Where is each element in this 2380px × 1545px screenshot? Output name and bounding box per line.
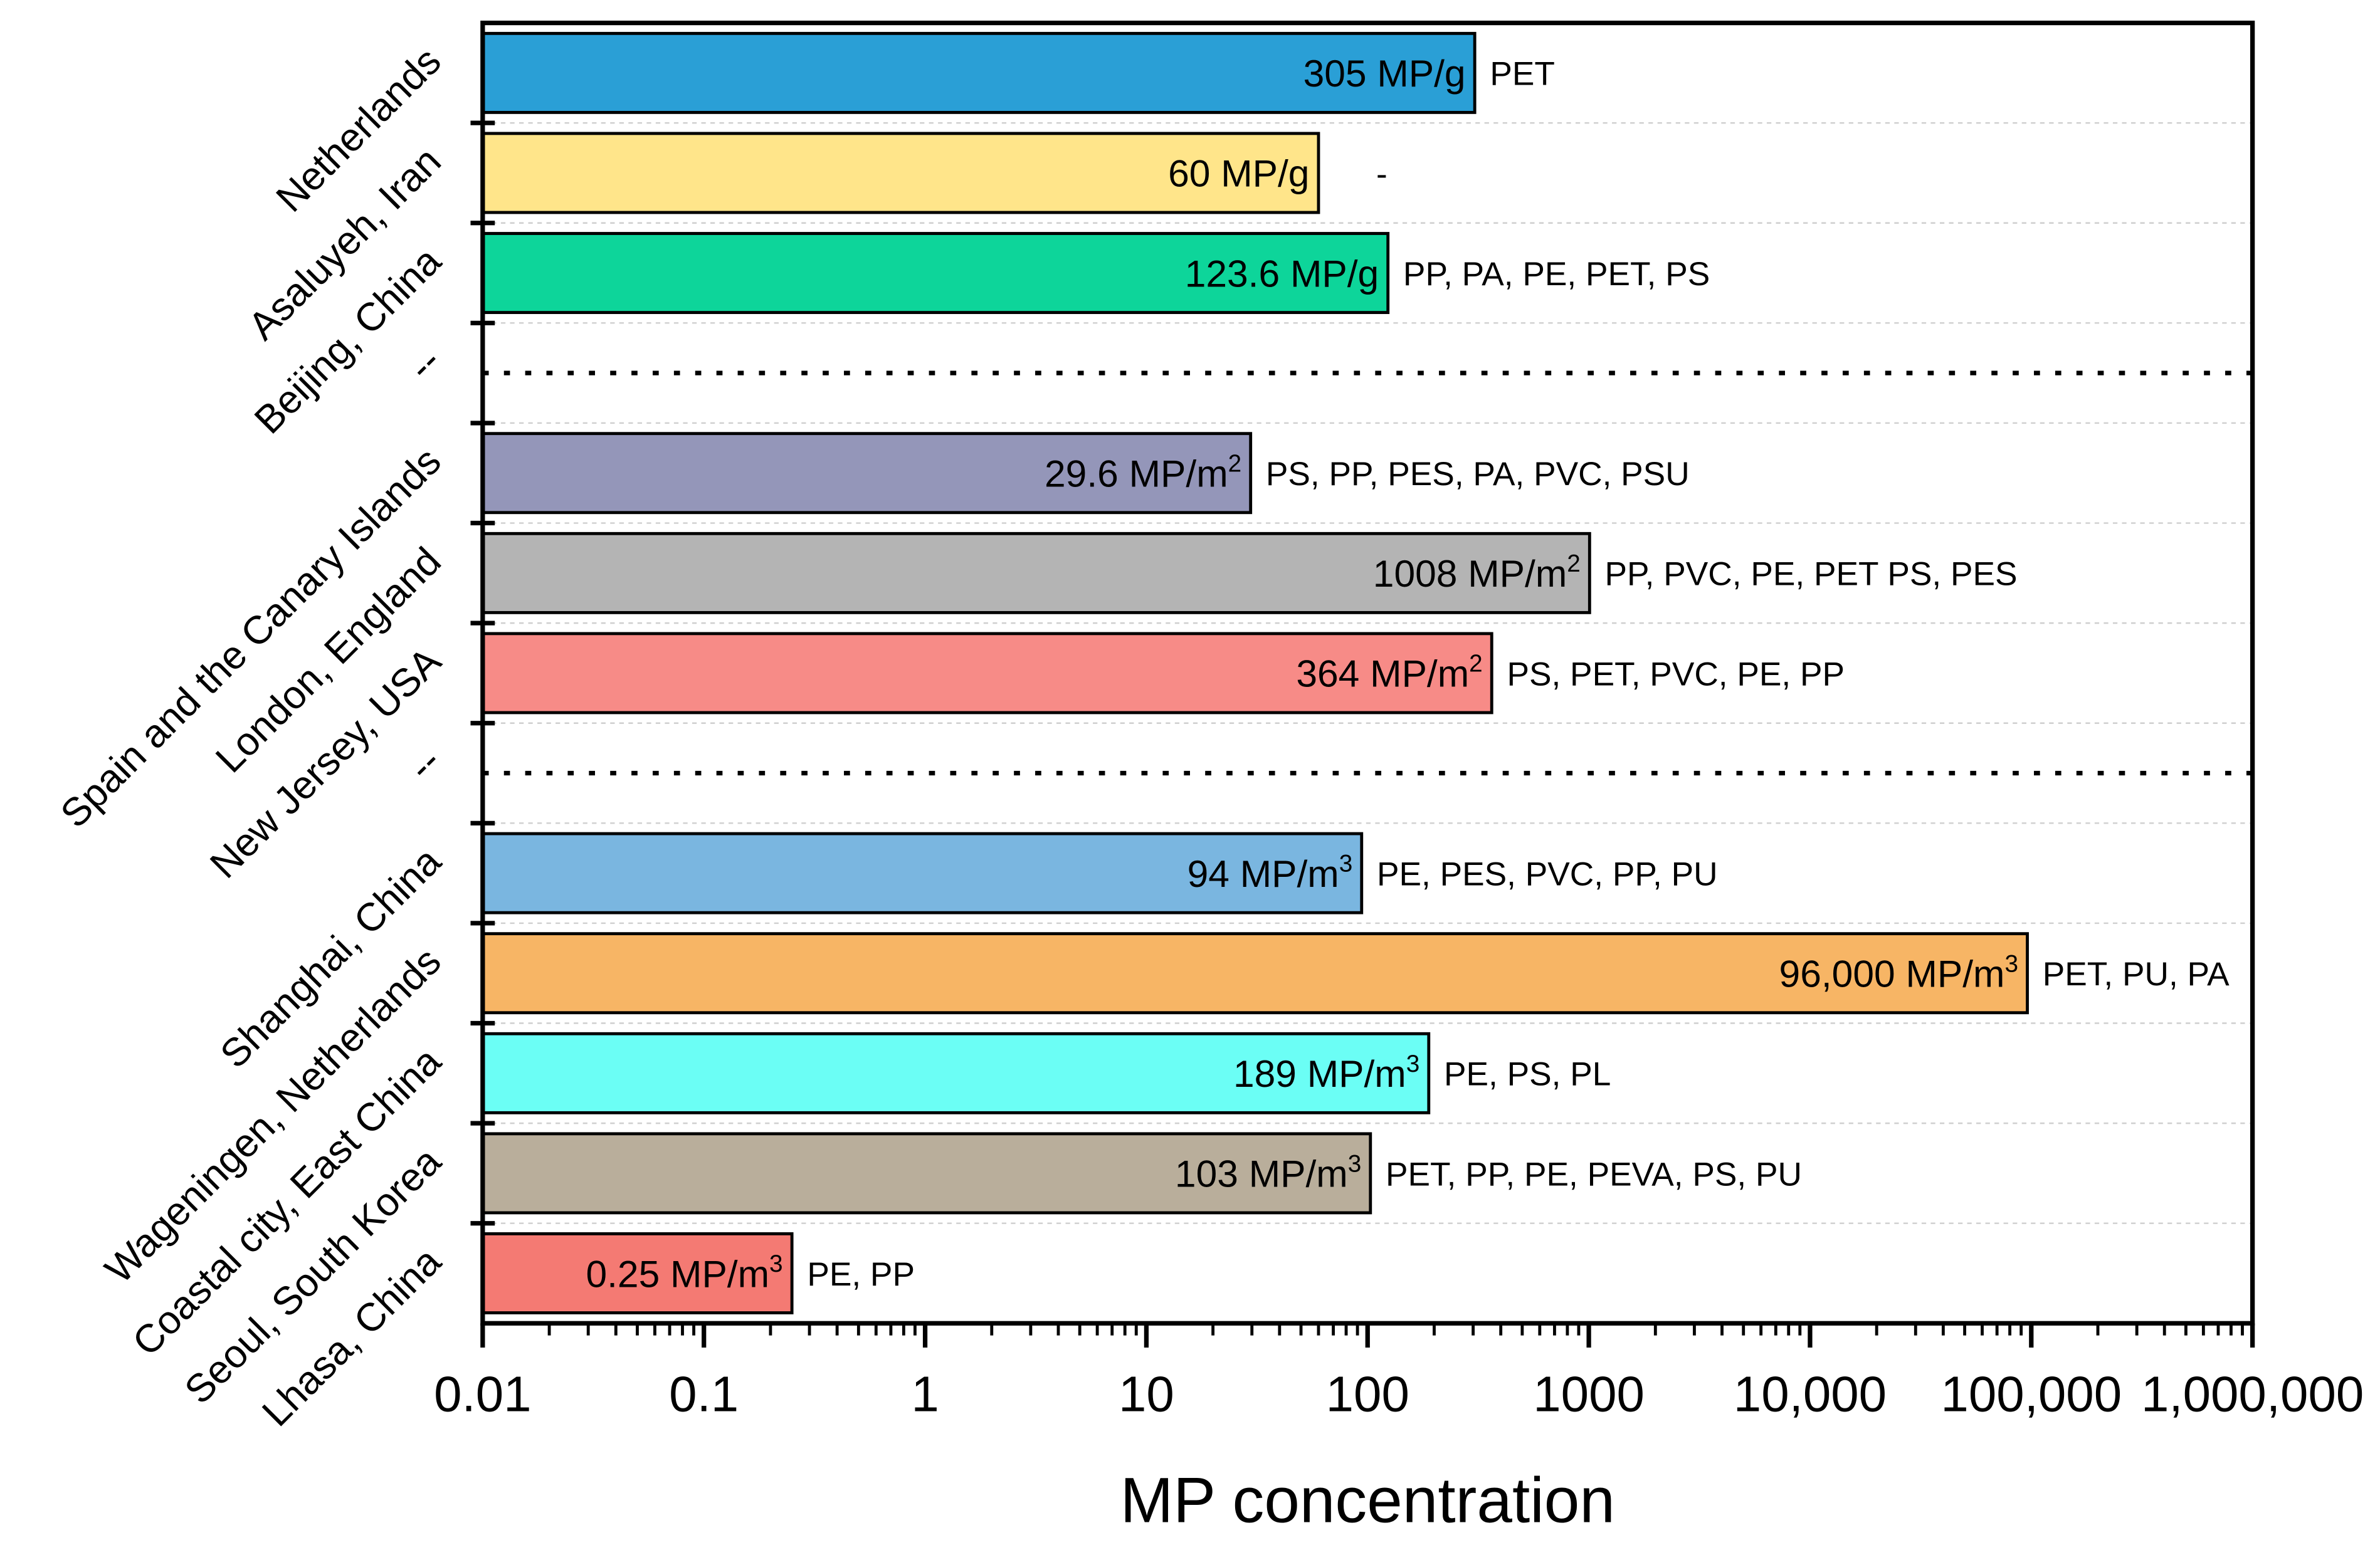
- value-label: 103 MP/m3: [1175, 1150, 1361, 1195]
- bar: [481, 1132, 1372, 1215]
- category-label: --: [400, 339, 450, 389]
- x-tick-label: 0.01: [434, 1366, 531, 1422]
- polymer-label: PE, PP: [807, 1256, 915, 1293]
- polymer-label: PE, PS, PL: [1444, 1056, 1611, 1093]
- value-label: 364 MP/m2: [1296, 651, 1482, 695]
- value-label: 94 MP/m3: [1187, 851, 1353, 895]
- plot-frame: [480, 20, 2255, 1326]
- x-tick-label: 10: [1119, 1366, 1174, 1422]
- value-label: 0.25 MP/m3: [586, 1250, 782, 1295]
- value-label: 60 MP/g: [1168, 152, 1309, 195]
- category-label: Spain and the Canary Islands: [52, 439, 449, 836]
- polymer-label: PS, PET, PVC, PE, PP: [1507, 656, 1845, 693]
- value-label: 1008 MP/m2: [1373, 550, 1581, 595]
- bar: [481, 132, 1320, 214]
- polymer-label: PET, PP, PE, PEVA, PS, PU: [1386, 1156, 1802, 1193]
- bar: [481, 232, 1390, 315]
- polymer-label: PP, PVC, PE, PET PS, PES: [1605, 556, 2018, 593]
- x-tick-label: 10,000: [1734, 1366, 1887, 1422]
- x-tick-label: 1: [911, 1366, 939, 1422]
- bar: [481, 432, 1253, 515]
- bars: 305 MP/g PET 60 MP/g - 123.6 MP/g PP, PA, PE,…: [481, 31, 2253, 1314]
- bar: [481, 1232, 794, 1314]
- x-tick-label: 100: [1326, 1366, 1409, 1422]
- x-axis: 0.01 0.1 1 10 100 1000 10,000 100,000 1,000,000: [434, 1323, 2364, 1422]
- bar: [481, 1032, 1431, 1114]
- value-label: 29.6 MP/m2: [1045, 450, 1241, 495]
- polymer-label: -: [1376, 155, 1387, 192]
- bar: [481, 932, 2029, 1015]
- polymer-label: PET, PU, PA: [2043, 956, 2230, 993]
- x-tick-label: 1000: [1533, 1366, 1645, 1422]
- category-label: Lhasa, China: [254, 1239, 450, 1435]
- polymer-label: PE, PES, PVC, PP, PU: [1377, 856, 1718, 893]
- x-tick-label: 0.1: [669, 1366, 739, 1422]
- bar: [481, 832, 1364, 914]
- value-label: 189 MP/m3: [1233, 1050, 1419, 1095]
- x-tick-label: 100,000: [1940, 1366, 2122, 1422]
- bar: [481, 532, 1591, 614]
- x-axis-label: MP concentration: [1120, 1464, 1615, 1536]
- x-tick-label: 1,000,000: [2141, 1366, 2364, 1422]
- polymer-label: PET: [1490, 56, 1555, 93]
- polymer-label: PP, PA, PE, PET, PS: [1403, 256, 1710, 293]
- category-label: --: [400, 739, 450, 788]
- polymer-label: PS, PP, PES, PA, PVC, PSU: [1266, 456, 1690, 493]
- value-label: 305 MP/g: [1303, 52, 1466, 95]
- value-label: 96,000 MP/m3: [1779, 950, 2018, 995]
- value-label: 123.6 MP/g: [1185, 252, 1379, 295]
